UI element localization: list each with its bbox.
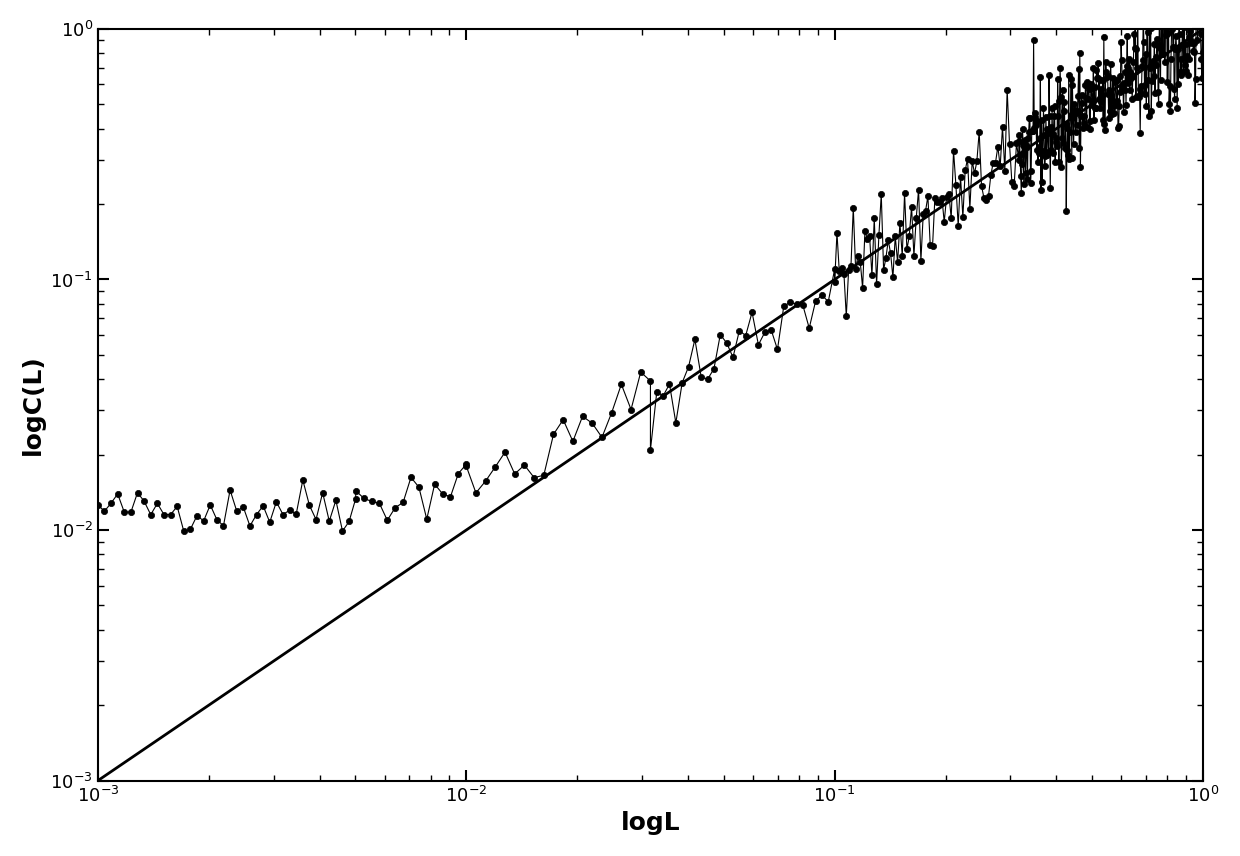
X-axis label: logL: logL [621,811,681,835]
Y-axis label: logC(L): logC(L) [21,354,45,455]
